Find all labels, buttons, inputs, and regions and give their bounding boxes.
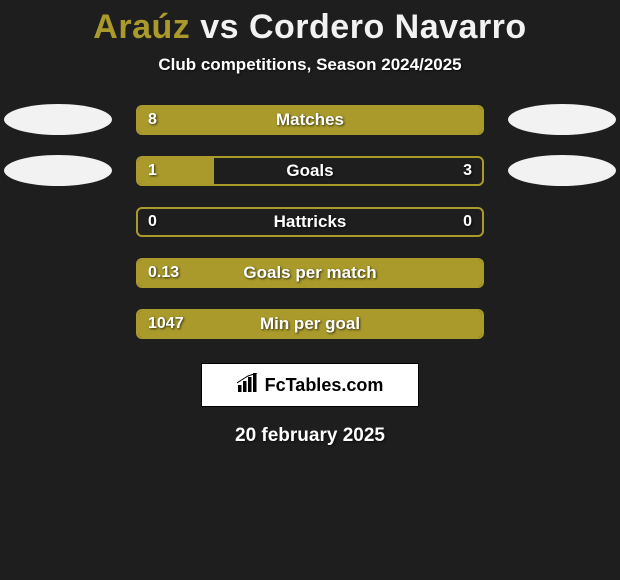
stat-label: Goals per match: [136, 258, 484, 288]
logo-text: FcTables.com: [265, 375, 384, 396]
bar-chart-icon: [237, 373, 259, 398]
right-ellipse-icon: [508, 155, 616, 186]
stat-label: Hattricks: [136, 207, 484, 237]
stat-label: Min per goal: [136, 309, 484, 339]
date-text: 20 february 2025: [0, 425, 620, 447]
right-ellipse-icon: [508, 104, 616, 135]
comparison-title: Araúz vs Cordero Navarro: [0, 0, 620, 47]
title-right-player: Cordero Navarro: [249, 8, 527, 46]
left-ellipse-icon: [4, 104, 112, 135]
stat-label: Goals: [136, 156, 484, 186]
title-vs: vs: [190, 8, 249, 46]
stat-row: 0.13Goals per match: [0, 258, 620, 288]
logo-box: FcTables.com: [201, 363, 419, 407]
stat-row: 13Goals: [0, 156, 620, 186]
stat-row: 00Hattricks: [0, 207, 620, 237]
stat-label: Matches: [136, 105, 484, 135]
stat-row: 8Matches: [0, 105, 620, 135]
stat-row: 1047Min per goal: [0, 309, 620, 339]
subtitle: Club competitions, Season 2024/2025: [0, 55, 620, 75]
title-left-player: Araúz: [93, 8, 190, 46]
stat-rows: 8Matches 13Goals 00Hattricks 0.13Goals per …: [0, 105, 620, 339]
left-ellipse-icon: [4, 155, 112, 186]
